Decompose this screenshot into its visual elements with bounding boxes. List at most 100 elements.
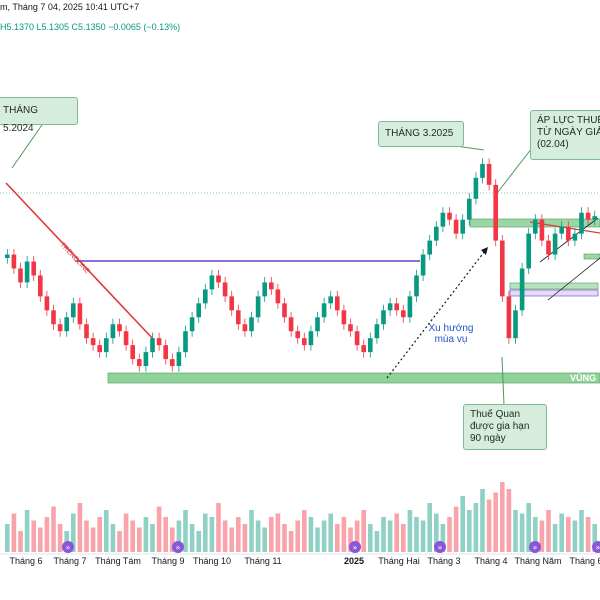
candle-body <box>301 338 307 346</box>
event-marker-icon <box>349 541 361 553</box>
candle-body <box>255 296 261 318</box>
candle-body <box>354 331 360 346</box>
volume-bar <box>249 510 254 552</box>
right-zone <box>583 253 600 260</box>
candle-body <box>592 216 598 220</box>
event-marker-glyph: » <box>66 543 71 552</box>
volume-bar <box>123 513 129 552</box>
candle-body <box>163 345 169 360</box>
event-marker-glyph: » <box>176 543 181 552</box>
volume-bar <box>169 527 175 552</box>
candle-body <box>183 331 188 353</box>
volume-bar <box>229 527 235 552</box>
candle-body <box>103 338 109 353</box>
candle-body <box>480 163 485 178</box>
seasonal-arrow-head <box>481 247 488 255</box>
volume-bar <box>473 503 479 552</box>
volume-bar <box>394 513 400 552</box>
volume-bar <box>18 531 23 552</box>
volume-bar <box>565 517 571 552</box>
volume-bar <box>354 520 360 552</box>
ohlc-values: H5.1370 L5.1305 C5.1350 −0.0065 (−0.13%) <box>0 22 181 32</box>
volume-bar <box>44 517 50 552</box>
volume-bar <box>275 513 281 552</box>
volume-bar <box>136 527 142 552</box>
candle-body <box>499 240 505 297</box>
volume-bar <box>348 527 353 552</box>
volume-bar <box>321 520 327 552</box>
channel-lower <box>547 257 600 301</box>
x-tick: 2025 <box>343 556 365 566</box>
volume-bar <box>499 482 505 552</box>
x-tick: Tháng 4 <box>474 556 508 566</box>
candle-body <box>348 324 353 332</box>
volume-bar <box>532 517 538 552</box>
candle-body <box>31 261 37 276</box>
candle-body <box>466 198 472 220</box>
volume-bar <box>526 503 532 552</box>
volume-bar <box>183 510 188 552</box>
volume-bar <box>334 524 340 552</box>
ohlc-readout: H5.1370 L5.1305 C5.1350 −0.0065 (−0.13%) <box>0 22 180 32</box>
candle-body <box>70 303 76 318</box>
candle-body <box>341 310 347 325</box>
volume-bar <box>51 506 56 552</box>
event-marker-icon <box>592 541 600 553</box>
candle-body <box>532 219 538 234</box>
volume-bars-group <box>4 482 598 552</box>
volume-bar <box>97 517 103 552</box>
callout-pointer-4 <box>501 356 505 406</box>
candle-body <box>176 352 182 367</box>
event-marker-icon <box>434 541 446 553</box>
event-marker-icon <box>172 541 184 553</box>
x-tick: Tháng 6 <box>569 556 600 566</box>
x-tick: Tháng Hai <box>378 556 420 566</box>
volume-bar <box>301 510 307 552</box>
volume-bar <box>433 513 439 552</box>
volume-bar <box>387 520 393 552</box>
candle-body <box>150 338 155 353</box>
volume-bar <box>466 510 472 552</box>
time-axis: Tháng 6 Tháng 7 Tháng Tám Tháng 9 Tháng … <box>0 556 600 574</box>
volume-bar <box>453 506 459 552</box>
volume-bar <box>202 513 208 552</box>
candle-body <box>90 338 96 346</box>
volume-bar <box>440 524 446 552</box>
volume-bar <box>367 524 373 552</box>
volume-bar <box>209 517 215 552</box>
volume-bar <box>268 517 274 552</box>
volume-bar <box>176 520 182 552</box>
candle-body <box>275 289 281 304</box>
candle-body <box>64 317 70 332</box>
volume-bar <box>255 520 261 552</box>
volume-bar <box>341 517 347 552</box>
candle-body <box>51 310 56 325</box>
candle-body <box>579 212 584 234</box>
candle-body <box>196 303 202 318</box>
candle-body <box>473 177 479 199</box>
candle-body <box>559 226 565 234</box>
callout-pointer-3 <box>493 147 533 198</box>
candle-body <box>526 233 532 269</box>
candle-body <box>44 296 50 311</box>
candle-body <box>222 282 228 297</box>
event-marker-glyph: » <box>353 543 358 552</box>
volume-bar <box>130 520 136 552</box>
candle-body <box>387 303 393 311</box>
candle-body <box>156 338 162 346</box>
x-tick: Tháng 7 <box>53 556 87 566</box>
candle-body <box>420 254 426 276</box>
volume-bar <box>552 524 558 552</box>
volume-bar <box>103 510 109 552</box>
x-tick: Tháng 10 <box>192 556 232 566</box>
callout-thang-5-2024: THÁNG 5.2024 <box>0 97 78 134</box>
chart-header-title: m, Tháng 7 04, 2025 10:41 UTC+7 <box>0 2 140 12</box>
candle-body <box>18 268 23 283</box>
candle-body <box>539 219 545 241</box>
candle-body <box>315 317 320 332</box>
volume-bar <box>37 527 43 552</box>
candle-body <box>328 296 334 304</box>
volume-bar <box>519 513 525 552</box>
volume-bar <box>4 524 10 552</box>
